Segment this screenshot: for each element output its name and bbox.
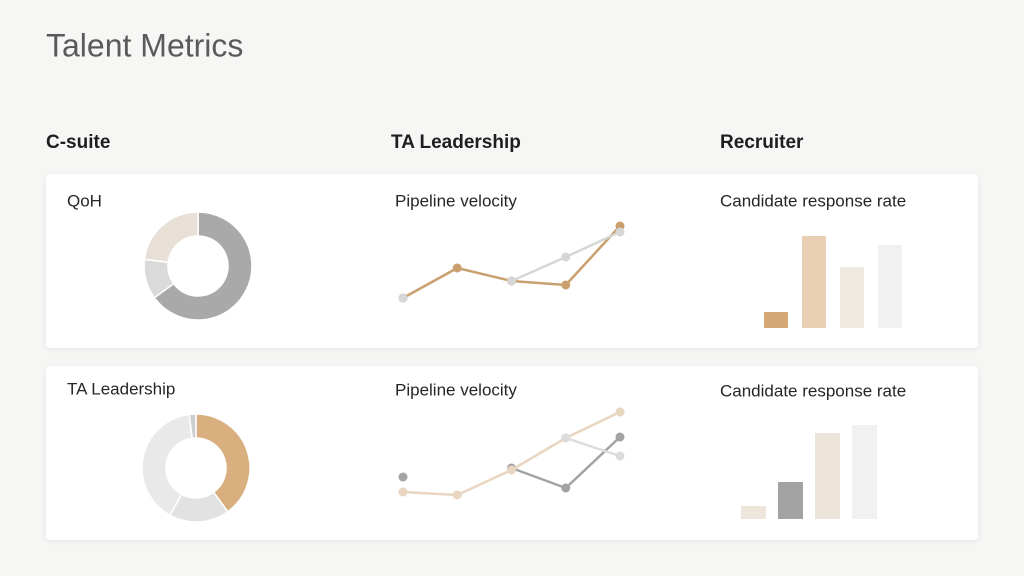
line xyxy=(565,436,621,458)
point xyxy=(398,487,408,497)
chart-title: QoH xyxy=(67,191,102,210)
column-header: TA Leadership xyxy=(391,132,521,153)
point xyxy=(561,252,571,262)
point xyxy=(561,483,571,493)
point xyxy=(452,263,462,273)
donut-slice xyxy=(195,413,251,513)
donut-slice xyxy=(143,211,199,264)
chart-title: Pipeline velocity xyxy=(395,191,517,210)
bar xyxy=(878,245,902,328)
donut-slice xyxy=(188,413,197,440)
chart-title: Candidate response rate xyxy=(720,191,906,210)
point xyxy=(452,490,462,500)
point xyxy=(507,465,516,475)
bar xyxy=(815,433,840,519)
donut-slice xyxy=(153,211,253,321)
point xyxy=(561,280,571,290)
point xyxy=(507,276,516,286)
column-header: Recruiter xyxy=(720,132,804,153)
card xyxy=(46,174,978,348)
point xyxy=(615,451,625,461)
bar xyxy=(802,236,826,328)
point xyxy=(615,227,625,237)
card xyxy=(46,366,978,540)
point xyxy=(561,433,571,443)
chart-title: Candidate response rate xyxy=(720,381,906,400)
point xyxy=(615,432,625,442)
bar xyxy=(764,312,788,328)
bar xyxy=(741,506,766,519)
chart-title: Pipeline velocity xyxy=(395,380,517,399)
donut-slice xyxy=(141,413,194,517)
point xyxy=(398,293,408,303)
point xyxy=(615,407,625,417)
point xyxy=(398,472,408,482)
bar xyxy=(852,425,877,519)
column-header: C-suite xyxy=(46,132,110,153)
page-title: Talent Metrics xyxy=(46,27,243,63)
chart-title: TA Leadership xyxy=(67,379,175,398)
bar xyxy=(840,267,864,328)
bar xyxy=(778,482,803,519)
